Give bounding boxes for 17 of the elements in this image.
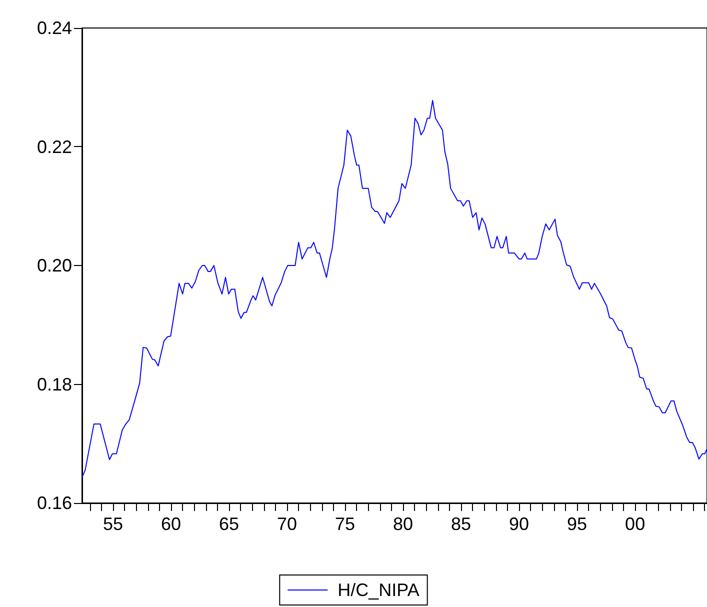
y-tick-label: 0.22 — [36, 136, 72, 157]
x-tick-label: 90 — [509, 514, 530, 534]
x-tick-label: 85 — [451, 514, 472, 534]
x-tick-label: 60 — [160, 514, 182, 534]
x-tick-label: 80 — [393, 514, 414, 534]
x-tick-label: 75 — [335, 514, 356, 534]
x-tick-label: 95 — [567, 514, 588, 534]
x-tick-label: 00 — [625, 514, 646, 534]
legend-label: H/C_NIPA — [338, 580, 420, 600]
line-series — [82, 100, 707, 478]
x-tick-label: 55 — [102, 514, 123, 534]
y-tick-label: 0.16 — [36, 493, 72, 513]
x-tick-label: 70 — [276, 514, 298, 534]
y-tick-label: 0.20 — [36, 256, 72, 276]
y-tick-label: 0.18 — [36, 374, 72, 394]
x-tick-label: 65 — [218, 514, 240, 534]
y-tick-label: 0.24 — [36, 18, 72, 38]
